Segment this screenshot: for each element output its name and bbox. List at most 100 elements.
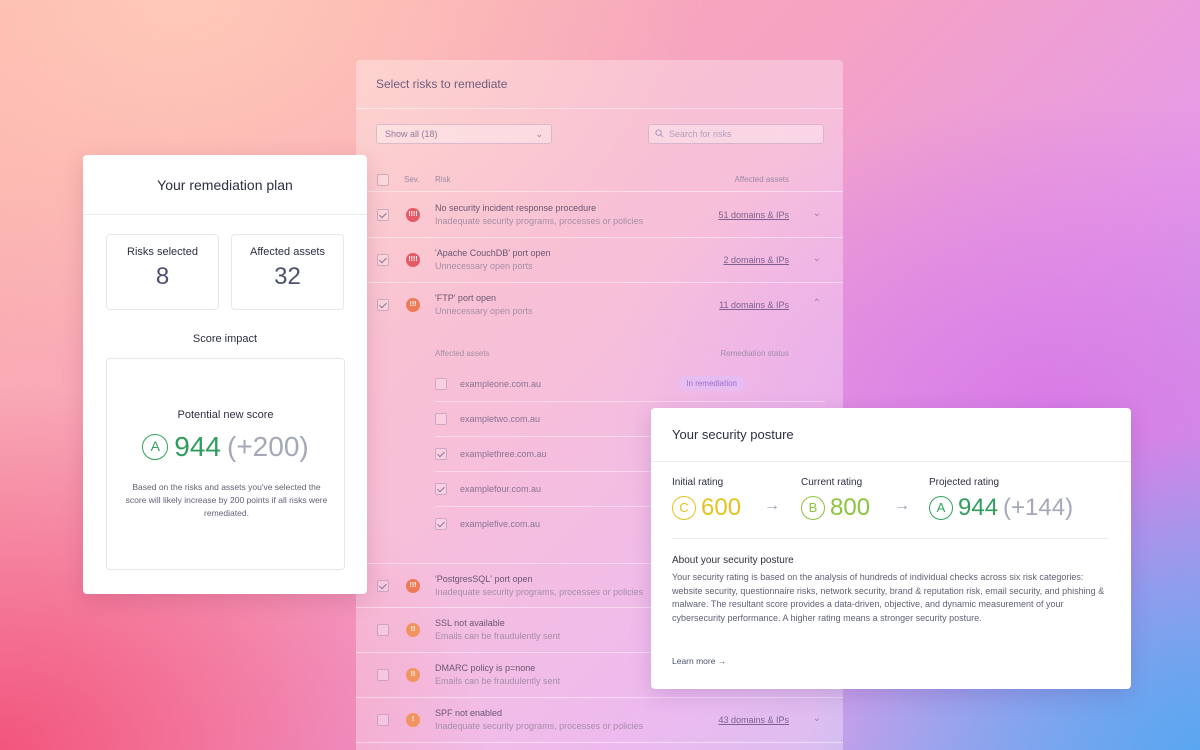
row-checkbox[interactable] [377, 669, 389, 681]
affected-assets-link[interactable]: 2 domains & IPs [723, 255, 789, 265]
table-row[interactable]: ! SPF not enabled Inadequate security pr… [356, 698, 843, 743]
asset-row[interactable]: exampleone.com.au In remediation [435, 367, 825, 402]
asset-row[interactable]: examplethree.com.au [435, 437, 825, 472]
current-rating: Current rating B 800 [801, 477, 870, 522]
arrow-right-icon: → [717, 656, 727, 666]
row-checkbox[interactable] [377, 624, 389, 636]
status-badge: In remediation [678, 376, 745, 391]
potential-score-delta: (+200) [227, 431, 309, 462]
remediation-plan-card: Your remediation plan Risks selected 8 A… [83, 155, 367, 594]
severity-badge: !!! [406, 579, 420, 593]
severity-badge: !!!! [406, 253, 420, 267]
risk-desc: Inadequate security programs, processes … [435, 216, 644, 226]
affected-assets-link[interactable]: 51 domains & IPs [718, 210, 789, 220]
divider [672, 538, 1108, 539]
chevron-down-icon: ⌄ [535, 128, 543, 139]
arrow-right-icon: → [894, 497, 910, 514]
severity-badge: !!! [406, 298, 420, 312]
table-row[interactable]: !!!! No security incident response proce… [356, 193, 843, 238]
about-title: About your security posture [672, 555, 794, 566]
table-row[interactable]: !!! 'PostgresSQL' port open Inadequate s… [356, 563, 843, 608]
risk-desc: Emails can be fraudulently sent [435, 631, 561, 641]
search-input[interactable]: Search for risks [648, 124, 824, 144]
chevron-up-icon[interactable]: ⌃ [812, 298, 821, 309]
risks-selected-box: Risks selected 8 [106, 234, 219, 310]
row-checkbox[interactable] [377, 254, 389, 266]
search-icon [655, 128, 664, 140]
chevron-down-icon[interactable]: ⌄ [812, 253, 821, 264]
sub-col-assets: Affected assets [435, 349, 490, 358]
security-posture-card: Your security posture Initial rating C 6… [651, 408, 1131, 689]
risk-desc: Unnecessary open ports [435, 306, 533, 316]
table-row[interactable]: !! SSL not available Emails can be fraud… [356, 608, 843, 653]
risk-desc: Inadequate security programs, processes … [435, 721, 644, 731]
asset-name: examplethree.com.au [460, 449, 547, 459]
plan-title: Your remediation plan [83, 155, 367, 215]
table-row[interactable]: !!! 'FTP' port open Unnecessary open por… [356, 283, 843, 328]
filter-select-value: Show all (18) [385, 129, 438, 139]
severity-badge: ! [406, 713, 420, 727]
about-text: Your security rating is based on the ana… [672, 572, 1105, 623]
table-row[interactable]: !! DMARC policy is p=none Emails can be … [356, 653, 843, 698]
current-rating-label: Current rating [801, 477, 863, 488]
table-row[interactable]: !!!! 'Apache CouchDB' port open Unnecess… [356, 238, 843, 283]
impact-note: Based on the risks and assets you've sel… [125, 482, 328, 518]
row-checkbox[interactable] [377, 580, 389, 592]
asset-checkbox[interactable] [435, 448, 447, 460]
projected-rating-value: 944 [958, 494, 999, 521]
row-checkbox[interactable] [377, 714, 389, 726]
initial-rating-value: 600 [701, 494, 742, 521]
risk-name: 'Apache CouchDB' port open [435, 248, 551, 258]
asset-row[interactable]: examplefive.com.au [435, 507, 825, 542]
learn-more-label: Learn more [672, 656, 716, 666]
affected-assets-label: Affected assets [249, 246, 325, 258]
search-placeholder: Search for risks [669, 129, 732, 139]
risks-selected-label: Risks selected [127, 246, 198, 258]
risk-name: 'FTP' port open [435, 293, 496, 303]
affected-assets-link[interactable]: 43 domains & IPs [718, 715, 789, 725]
projected-rating-delta: (+144) [1003, 494, 1074, 521]
asset-row[interactable]: examplefour.com.au [435, 472, 825, 507]
row-checkbox[interactable] [377, 209, 389, 221]
potential-score-value: 944 [174, 431, 221, 462]
risk-name: SPF not enabled [435, 708, 503, 718]
asset-name: exampletwo.com.au [460, 414, 541, 424]
severity-badge: !!!! [406, 208, 420, 222]
asset-name: examplefour.com.au [460, 484, 542, 494]
asset-checkbox[interactable] [435, 413, 447, 425]
risks-selected-value: 8 [155, 263, 170, 290]
sub-table-header: Affected assets Remediation status [356, 343, 843, 367]
learn-more-link[interactable]: Learn more → [672, 656, 726, 666]
asset-name: examplefive.com.au [460, 519, 541, 529]
score-impact-box: Potential new score A 944 (+200) Based o… [106, 358, 345, 570]
asset-checkbox[interactable] [435, 378, 447, 390]
risk-desc: Emails can be fraudulently sent [435, 676, 561, 686]
asset-row[interactable]: exampletwo.com.au [435, 402, 825, 437]
asset-checkbox[interactable] [435, 483, 447, 495]
risk-desc: Inadequate security programs, processes … [435, 587, 644, 597]
asset-name: exampleone.com.au [460, 379, 542, 389]
chevron-down-icon[interactable]: ⌄ [812, 713, 821, 724]
current-rating-value: 800 [830, 494, 871, 521]
risk-name: DMARC policy is p=none [435, 663, 536, 673]
initial-rating-label: Initial rating [672, 477, 724, 488]
filter-select[interactable]: Show all (18) ⌄ [376, 124, 552, 144]
affected-assets-link[interactable]: 11 domains & IPs [719, 300, 789, 310]
col-sev: Sev. [404, 175, 420, 184]
row-checkbox[interactable] [377, 299, 389, 311]
grade-b-icon: B [801, 496, 825, 520]
affected-assets-value: 32 [274, 263, 301, 290]
col-affected-assets: Affected assets [734, 175, 789, 184]
severity-badge: !! [406, 668, 420, 682]
score-impact-label: Score impact [192, 333, 258, 345]
posture-title: Your security posture [651, 408, 1131, 462]
col-risk: Risk [435, 175, 451, 184]
projected-rating: Projected rating A 944 (+144) [929, 477, 1073, 522]
initial-rating: Initial rating C 600 [672, 477, 741, 522]
asset-checkbox[interactable] [435, 518, 447, 530]
risks-panel: Select risks to remediate Show all (18) … [356, 60, 843, 750]
select-all-checkbox[interactable] [377, 174, 389, 186]
table-header: Sev. Risk Affected assets [356, 168, 843, 192]
risk-name: SSL not available [435, 618, 505, 628]
chevron-down-icon[interactable]: ⌄ [812, 208, 821, 219]
